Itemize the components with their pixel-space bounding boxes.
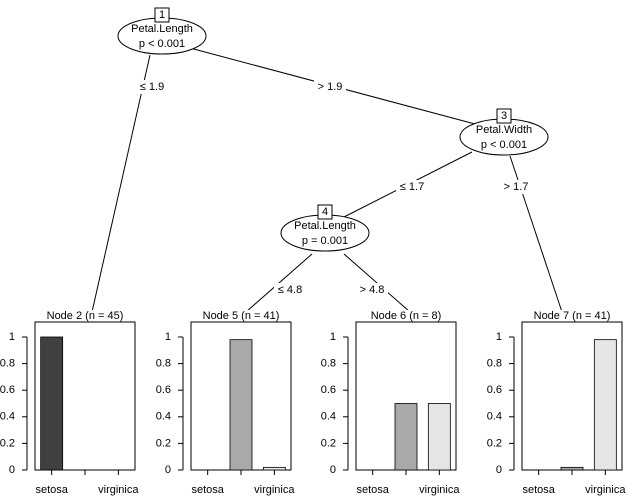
node-p: p = 0.001 (302, 235, 348, 247)
y-tick-label: 0.8 (321, 358, 336, 370)
edge-label: > 4.8 (360, 284, 385, 296)
y-tick-label: 1 (9, 331, 15, 343)
y-tick-label: 0 (496, 464, 502, 476)
leaf-title-bg (191, 310, 291, 322)
y-tick-label: 0 (9, 464, 15, 476)
edge-label: > 1.9 (318, 81, 343, 93)
x-tick-label: virginica (98, 484, 139, 496)
x-tick-label: setosa (356, 484, 389, 496)
edge-label-bg (396, 180, 428, 194)
y-tick-label: 1 (496, 331, 502, 343)
node-label: Petal.Width (476, 124, 532, 136)
y-tick-label: 0.4 (487, 411, 502, 423)
node-id-box (496, 108, 512, 124)
edge-label: > 1.7 (504, 181, 529, 193)
y-tick-label: 0.2 (156, 437, 171, 449)
node-id: 1 (159, 9, 165, 21)
leaf-title: Node 6 (n = 8) (371, 310, 442, 322)
bar (394, 403, 418, 471)
x-tick-label: virginica (585, 484, 626, 496)
bar (593, 339, 617, 471)
y-tick-label: 0 (330, 464, 336, 476)
y-tick-label: 0.2 (321, 437, 336, 449)
y-tick-label: 0.4 (156, 411, 171, 423)
y-tick-label: 0.8 (487, 358, 502, 370)
y-tick-label: 1 (330, 331, 336, 343)
y-tick-label: 0.2 (0, 437, 15, 449)
x-tick-label: virginica (254, 484, 295, 496)
edge (91, 54, 151, 313)
y-tick-label: 0.4 (0, 411, 15, 423)
y-tick-label: 1 (165, 331, 171, 343)
y-tick-label: 0 (165, 464, 171, 476)
node-label: Petal.Length (294, 220, 356, 232)
node-id: 3 (501, 110, 507, 122)
node-label: Petal.Length (131, 23, 193, 35)
leaf-title: Node 5 (n = 41) (203, 310, 280, 322)
edge-label-bg (274, 283, 306, 297)
edge-label: ≤ 1.7 (400, 181, 424, 193)
y-tick-label: 0.6 (156, 384, 171, 396)
edge (509, 155, 563, 313)
y-tick-label: 0.2 (487, 437, 502, 449)
y-tick-label: 0.6 (321, 384, 336, 396)
edge-label-bg (356, 283, 388, 297)
edge-label-bg (136, 80, 168, 94)
leaf-title-bg (35, 310, 135, 322)
bar (40, 336, 64, 471)
node-p: p < 0.001 (481, 139, 527, 151)
y-tick-label: 0.6 (0, 384, 15, 396)
y-tick-label: 0.4 (321, 411, 336, 423)
leaf-title: Node 2 (n = 45) (47, 310, 124, 322)
edge-label: ≤ 1.9 (140, 81, 164, 93)
node-p: p < 0.001 (139, 38, 185, 50)
bar (560, 466, 584, 471)
edge-label-bg (500, 180, 532, 194)
node-id-box (154, 7, 170, 23)
y-tick-label: 0.8 (156, 358, 171, 370)
node-id: 4 (322, 206, 328, 218)
bar (262, 466, 286, 471)
bar (229, 339, 253, 471)
node-id-box (317, 204, 333, 220)
leaf-title-bg (356, 310, 456, 322)
leaf-title: Node 7 (n = 41) (534, 310, 611, 322)
x-tick-label: virginica (419, 484, 460, 496)
x-tick-label: setosa (522, 484, 555, 496)
y-tick-label: 0.8 (0, 358, 15, 370)
bar (427, 403, 451, 471)
x-tick-label: setosa (191, 484, 224, 496)
edge-label-bg (314, 80, 346, 94)
x-tick-label: setosa (35, 484, 68, 496)
edge-label: ≤ 4.8 (278, 284, 302, 296)
y-tick-label: 0.6 (487, 384, 502, 396)
leaf-title-bg (522, 310, 622, 322)
